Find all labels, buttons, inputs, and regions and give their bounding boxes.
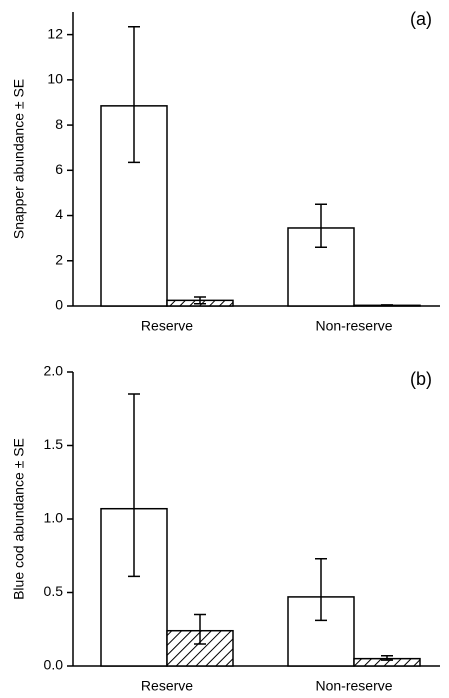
error-bar xyxy=(128,393,140,578)
y-axis-label: Blue cod abundance ± SE xyxy=(11,438,27,600)
y-tick-label: 2.0 xyxy=(44,363,64,379)
error-bar xyxy=(128,25,140,164)
x-tick-label: Non-reserve xyxy=(315,318,392,334)
y-tick-label: 6 xyxy=(55,161,63,177)
error-bar xyxy=(194,296,206,305)
y-axis-label: Snapper abundance ± SE xyxy=(11,79,27,239)
y-tick-label: 0.5 xyxy=(44,583,64,599)
y-tick-label: 10 xyxy=(47,71,63,87)
y-tick-label: 0 xyxy=(55,297,63,313)
panel-label: (b) xyxy=(410,369,432,389)
y-tick-label: 2 xyxy=(55,251,63,267)
panel-label: (a) xyxy=(410,9,432,29)
x-tick-label: Reserve xyxy=(141,678,193,694)
error-bar xyxy=(194,613,206,645)
error-bar xyxy=(315,203,327,248)
y-tick-label: 1.5 xyxy=(44,436,64,452)
y-tick-label: 0.0 xyxy=(44,657,64,673)
x-tick-label: Non-reserve xyxy=(315,678,392,694)
error-bar xyxy=(381,654,393,661)
y-tick-label: 12 xyxy=(47,25,63,41)
y-tick-label: 1.0 xyxy=(44,510,64,526)
y-tick-label: 4 xyxy=(55,206,63,222)
error-bar xyxy=(315,557,327,622)
error-bar xyxy=(381,304,393,307)
y-tick-label: 8 xyxy=(55,116,63,132)
x-tick-label: Reserve xyxy=(141,318,193,334)
